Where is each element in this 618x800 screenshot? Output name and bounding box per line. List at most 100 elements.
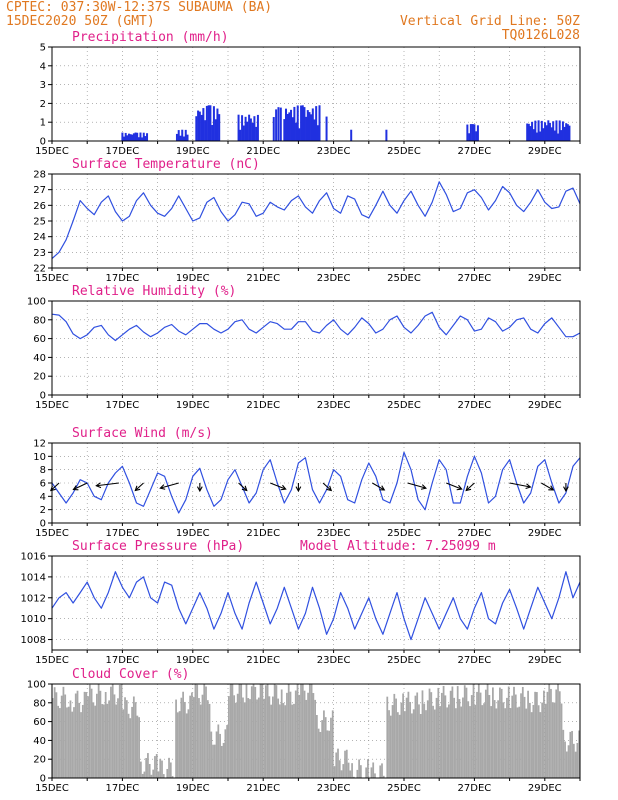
wind-arrow (372, 482, 385, 491)
precip-bar (275, 109, 278, 141)
precip-bar (286, 113, 289, 141)
cloud-bar (296, 684, 299, 778)
cloud-bar (275, 685, 278, 778)
series-line (51, 311, 581, 342)
wind-arrowhead (465, 485, 472, 492)
cloud-bar (88, 684, 91, 778)
cloud-bar (303, 690, 306, 778)
x-tick-label: 27DEC (458, 528, 492, 539)
cloud-bar (374, 773, 376, 778)
cloud-bar (555, 689, 558, 778)
x-tick-label: 21DEC (246, 273, 280, 284)
cloud-bar (94, 705, 96, 778)
cloud-bar (131, 706, 133, 778)
cloud-bar (298, 694, 301, 778)
y-tick-label: 60 (33, 717, 46, 728)
cloud-bar (294, 690, 297, 778)
cloud-bar (115, 704, 118, 778)
x-tick-label: 23DEC (317, 146, 351, 157)
x-tick-label: 29DEC (528, 655, 562, 666)
x-tick-label: 15DEC (35, 528, 69, 539)
panel-0: 0 1 2 3 4 5 15DEC 17DEC 19DEC 21DEC 23DEC 25DEC 27DE… (35, 30, 581, 157)
x-tick-label: 25DEC (387, 528, 421, 539)
precip-bar (385, 129, 388, 141)
cloud-bar (317, 728, 320, 778)
y-tick-label: 22 (33, 264, 46, 275)
cloud-bar (111, 684, 114, 778)
cloud-bar (460, 706, 463, 778)
precip-bar (249, 118, 252, 141)
precip-bar (325, 116, 328, 141)
x-tick-label: 23DEC (317, 400, 351, 411)
x-tick-label: 27DEC (458, 400, 492, 411)
cloud-bar (567, 745, 570, 778)
cloud-bar (117, 698, 119, 778)
precip-bar (301, 105, 304, 141)
cloud-bar (155, 753, 158, 778)
cloud-bar (440, 692, 443, 778)
precip-bar (134, 132, 137, 141)
precip-bar (123, 136, 126, 141)
cloud-bar (148, 763, 151, 778)
cloud-bar (80, 712, 82, 778)
precip-bar (563, 126, 566, 141)
precip-bar (311, 108, 314, 141)
wind-arrowhead (379, 485, 386, 491)
cloud-bar (180, 697, 183, 778)
cloud-bar (409, 701, 412, 778)
precip-bar (241, 115, 244, 141)
precip-bar (212, 106, 215, 141)
x-tick-label: 25DEC (387, 655, 421, 666)
cloud-bar (307, 692, 309, 778)
cloud-bar (400, 702, 403, 778)
y-tick-label: 4 (40, 61, 46, 72)
wind-arrow (541, 482, 554, 491)
grid-note: Vertical Grid Line: 50Z (400, 14, 580, 29)
series-line (51, 451, 581, 514)
x-tick-label: 29DEC (528, 146, 562, 157)
wind-arrow (134, 482, 144, 491)
precip-bar (547, 120, 550, 141)
cloud-bar (474, 704, 477, 778)
precip-bar (255, 126, 258, 141)
precip-bar (124, 132, 127, 141)
x-tick-label: 21DEC (246, 783, 280, 794)
cloud-bar (342, 764, 345, 778)
cloud-bar (178, 711, 181, 778)
precip-bar (131, 134, 134, 141)
y-tick-label: 20 (33, 372, 46, 383)
cloud-bar (391, 705, 394, 778)
cloud-bar (215, 731, 218, 778)
x-tick-label: 25DEC (387, 273, 421, 284)
precip-bar (256, 114, 259, 141)
cloud-bar (213, 744, 216, 778)
cloud-bar (96, 693, 98, 778)
x-tick-label: 25DEC (387, 783, 421, 794)
cloud-bar (506, 697, 508, 778)
cloud-bar (572, 743, 575, 778)
precip-bar (566, 124, 569, 141)
wind-arrow (96, 482, 119, 487)
cloud-bar (502, 702, 505, 778)
cloud-bar (525, 708, 528, 778)
x-tick-label: 15DEC (35, 783, 69, 794)
x-tick-label: 19DEC (176, 146, 210, 157)
precip-bar (253, 116, 256, 141)
x-tick-label: 17DEC (106, 146, 140, 157)
panel-frame (51, 173, 581, 269)
cloud-bar (73, 707, 75, 778)
precip-bar (141, 137, 144, 141)
cloud-bar (442, 685, 445, 778)
precip-bar (568, 125, 571, 141)
precip-bar (246, 121, 249, 141)
panel-frame (51, 683, 581, 779)
cloud-bar (569, 731, 572, 778)
cloud-bar (393, 693, 396, 778)
cloud-bar (319, 731, 322, 778)
panel-frame (51, 442, 581, 524)
precip-bar (544, 122, 547, 141)
precip-bar (200, 114, 203, 141)
cloud-bar (245, 684, 248, 778)
cloud-bar (187, 709, 190, 778)
cloud-bar (516, 707, 519, 778)
